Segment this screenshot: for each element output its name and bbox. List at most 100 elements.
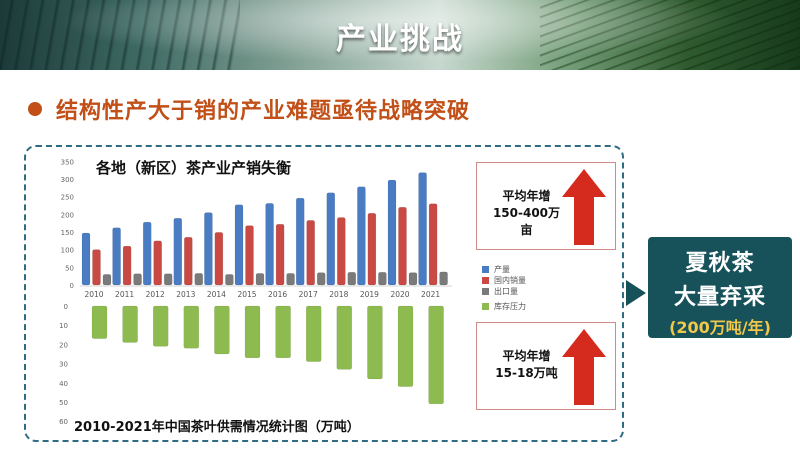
bar-pressure [336, 305, 353, 370]
bar-production [234, 204, 244, 286]
legend-label: 库存压力 [494, 301, 526, 311]
bar-pressure [275, 305, 291, 359]
bar-production [357, 186, 366, 286]
bar-pressure [367, 305, 383, 380]
chart-caption: 2010-2021年中国茶叶供需情况统计图（万吨） [74, 419, 360, 435]
y-tick-label: 300 [61, 176, 74, 184]
bar-production [81, 232, 91, 286]
bar-domestic [214, 232, 224, 286]
bar-pressure [305, 305, 322, 362]
side-box-line2: 大量弃采 [673, 285, 766, 310]
x-tick-label: 2011 [115, 290, 134, 299]
legend-label: 产量 [494, 264, 510, 274]
bar-pressure [183, 305, 200, 349]
x-tick-label: 2018 [329, 290, 348, 299]
bar-domestic [245, 225, 254, 286]
bar-export [378, 272, 387, 286]
bar-export [163, 273, 173, 286]
callout-output-growth: 平均年增 15-18万吨 [476, 322, 616, 410]
legend-swatch [482, 266, 489, 273]
bar-pressure [244, 305, 261, 359]
y-tick-label: 30 [59, 361, 68, 369]
legend-swatch [482, 288, 489, 295]
bar-export [347, 272, 357, 286]
headline-text: 结构性产大于销的产业难题亟待战略突破 [56, 99, 471, 124]
y-tick-label: 60 [59, 418, 68, 426]
bar-production [387, 179, 397, 286]
bar-export [194, 273, 204, 286]
callout-label: 平均年增 150-400万亩 [492, 189, 561, 237]
bar-pressure [428, 305, 444, 405]
bar-production [418, 172, 427, 286]
bar-export [255, 273, 265, 286]
bar-export [133, 273, 142, 286]
chart-frame [24, 145, 624, 442]
legend-label: 出口量 [494, 286, 518, 296]
side-box-line3: (200万吨/年) [669, 318, 771, 337]
bar-domestic [92, 249, 101, 286]
x-tick-label: 2014 [207, 290, 226, 299]
bar-domestic [275, 223, 285, 286]
y-tick-label: 350 [61, 158, 74, 166]
y-tick-label: 150 [61, 229, 74, 237]
y-tick-label: 20 [59, 341, 68, 349]
y-tick-label: 40 [59, 380, 68, 388]
callout-area-growth: 平均年增 150-400万亩 [476, 162, 616, 250]
chart-title: 各地（新区）茶产业产销失衡 [95, 159, 291, 177]
bullet-icon [28, 102, 42, 116]
bar-export [316, 272, 326, 286]
bar-production [326, 192, 336, 286]
x-tick-label: 2010 [84, 290, 103, 299]
abandoned-harvest-box: 夏秋茶 大量弃采 (200万吨/年) [648, 237, 792, 338]
up-arrow-icon [562, 329, 606, 405]
x-tick-label: 2012 [146, 290, 165, 299]
bar-production [204, 212, 213, 286]
bar-export [439, 271, 448, 286]
y-tick-label: 100 [61, 247, 74, 255]
legend-label: 国内销量 [494, 275, 526, 285]
up-arrow-icon [562, 169, 606, 245]
y-tick-label: 250 [61, 194, 74, 202]
slide-title: 产业挑战 [336, 22, 464, 57]
legend-swatch [482, 303, 489, 310]
bar-production [173, 217, 183, 286]
bar-export [408, 272, 418, 286]
bar-production [295, 197, 305, 286]
bar-domestic [337, 217, 346, 286]
bar-export [286, 273, 295, 286]
header-banner: 产业挑战 [0, 0, 800, 70]
headline: 结构性产大于销的产业难题亟待战略突破 [28, 93, 470, 125]
y-tick-label: 50 [59, 399, 68, 407]
bar-pressure [91, 305, 108, 339]
bar-domestic [367, 213, 377, 286]
bar-export [225, 274, 234, 286]
x-tick-label: 2021 [421, 290, 440, 299]
callout-label: 平均年增 15-18万吨 [495, 349, 558, 380]
y-tick-label: 50 [65, 264, 74, 272]
x-tick-label: 2019 [360, 290, 379, 299]
bar-export [102, 274, 112, 286]
bar-production [265, 203, 274, 286]
bar-production [112, 227, 121, 286]
x-tick-label: 2017 [299, 290, 318, 299]
side-box-line1: 夏秋茶 [685, 251, 755, 276]
legend-swatch [482, 277, 489, 284]
x-tick-label: 2020 [390, 290, 409, 299]
bar-domestic [184, 237, 193, 286]
x-tick-label: 2015 [237, 290, 256, 299]
bar-domestic [398, 207, 407, 286]
bar-domestic [306, 220, 315, 286]
bar-pressure [397, 305, 414, 387]
bar-domestic [153, 240, 162, 286]
bar-pressure [214, 305, 230, 355]
x-tick-label: 2016 [268, 290, 287, 299]
y-tick-label: 10 [59, 322, 68, 330]
y-tick-label: 0 [70, 282, 74, 290]
bar-domestic [122, 245, 132, 286]
bar-domestic [428, 203, 438, 286]
right-arrow-icon [626, 280, 646, 306]
y-tick-label: 200 [61, 211, 74, 219]
y-tick-label: 0 [64, 303, 68, 311]
bar-pressure [152, 305, 169, 347]
